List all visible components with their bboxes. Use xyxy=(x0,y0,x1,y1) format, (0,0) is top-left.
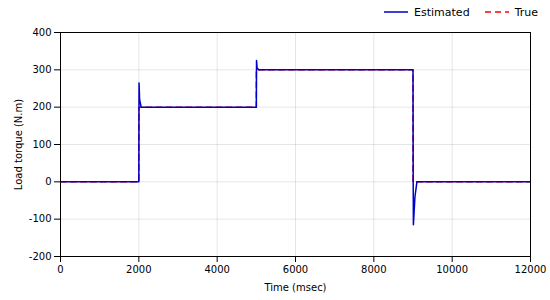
html-text:True: True xyxy=(514,5,538,19)
svg-text:4000: 4000 xyxy=(204,264,229,275)
svg-text:-100: -100 xyxy=(29,213,52,224)
svg-text:2000: 2000 xyxy=(126,264,151,275)
html-text:Estimated: Estimated xyxy=(414,5,470,19)
svg-text:0: 0 xyxy=(57,264,63,275)
svg-text:400: 400 xyxy=(32,27,51,38)
svg-text:12000: 12000 xyxy=(515,264,547,275)
svg-text:6000: 6000 xyxy=(283,264,308,275)
svg-text:300: 300 xyxy=(32,64,51,75)
svg-text:0: 0 xyxy=(45,176,51,187)
svg-text:-200: -200 xyxy=(29,251,52,262)
svg-text:8000: 8000 xyxy=(361,264,386,275)
svg-text:200: 200 xyxy=(32,101,51,112)
svg-text:100: 100 xyxy=(32,139,51,150)
svg-text:10000: 10000 xyxy=(436,264,468,275)
svg-text:Load torque (N.m): Load torque (N.m) xyxy=(13,99,24,190)
svg-text:Time (msec): Time (msec) xyxy=(263,282,326,293)
